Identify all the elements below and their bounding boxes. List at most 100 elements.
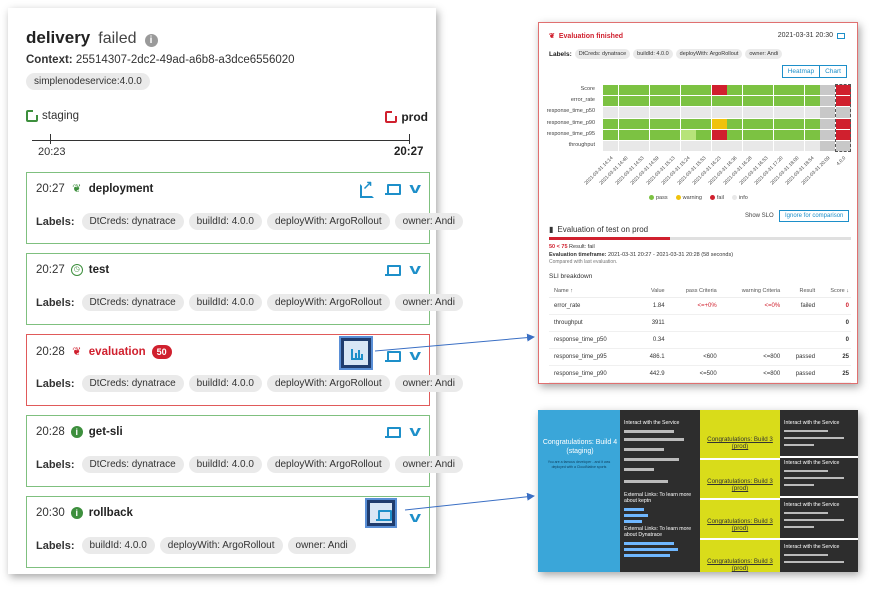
- heatmap-cell[interactable]: [804, 129, 820, 140]
- heatmap-cell[interactable]: [727, 85, 742, 96]
- column-header[interactable]: Name ↑: [549, 285, 639, 298]
- heatmap-cell[interactable]: [603, 118, 618, 129]
- column-header[interactable]: warning Criteria: [718, 285, 783, 298]
- heatmap-cell[interactable]: [649, 141, 665, 152]
- heatmap-cell[interactable]: [696, 96, 711, 107]
- heatmap-cell[interactable]: [634, 96, 649, 107]
- laptop-icon[interactable]: [384, 425, 401, 439]
- heatmap-cell[interactable]: [634, 107, 649, 118]
- heatmap-cell[interactable]: [665, 85, 680, 96]
- heatmap-cell[interactable]: [773, 141, 789, 152]
- heatmap-cell[interactable]: [711, 141, 727, 152]
- heatmap-cell[interactable]: [773, 85, 789, 96]
- heatmap-cell[interactable]: [804, 141, 820, 152]
- laptop-icon[interactable]: [384, 182, 401, 196]
- link-line[interactable]: [624, 514, 648, 517]
- heatmap-cell[interactable]: [649, 129, 665, 140]
- heatmap-cell[interactable]: [711, 118, 727, 129]
- heatmap-cell[interactable]: [603, 85, 618, 96]
- heatmap-cell[interactable]: [727, 141, 742, 152]
- trash-icon[interactable]: ▮: [549, 225, 554, 234]
- heatmap-cell[interactable]: [680, 129, 696, 140]
- laptop-icon[interactable]: [837, 32, 845, 39]
- laptop-icon[interactable]: [384, 349, 401, 363]
- heatmap-cell[interactable]: [820, 107, 835, 118]
- heatmap-cell[interactable]: [820, 129, 835, 140]
- heatmap-cell[interactable]: [603, 129, 618, 140]
- heatmap-cell[interactable]: [634, 118, 649, 129]
- heatmap-cell[interactable]: [618, 85, 634, 96]
- heatmap-toggle[interactable]: Heatmap: [781, 65, 821, 78]
- heatmap-cell[interactable]: [758, 85, 773, 96]
- heatmap-cell[interactable]: [804, 107, 820, 118]
- heatmap-cell[interactable]: [804, 118, 820, 129]
- heatmap-cell[interactable]: [820, 96, 835, 107]
- link-line[interactable]: [624, 542, 674, 545]
- heatmap-cell[interactable]: [618, 96, 634, 107]
- chevron-down-icon[interactable]: v: [408, 261, 421, 278]
- heatmap-cell[interactable]: [649, 85, 665, 96]
- heatmap-cell[interactable]: [835, 107, 851, 118]
- heatmap-cell[interactable]: [789, 85, 804, 96]
- chevron-down-icon[interactable]: v: [408, 508, 421, 526]
- heatmap-cell[interactable]: [835, 141, 851, 152]
- heatmap-cell[interactable]: [634, 129, 649, 140]
- chevron-down-icon[interactable]: v: [408, 180, 421, 197]
- link-line[interactable]: [624, 520, 642, 523]
- heatmap-cell[interactable]: [835, 85, 851, 96]
- heatmap-cell[interactable]: [618, 107, 634, 118]
- heatmap-cell[interactable]: [742, 141, 758, 152]
- heatmap-cell[interactable]: [758, 129, 773, 140]
- heatmap-cell[interactable]: [680, 96, 696, 107]
- chart-toggle[interactable]: Chart: [820, 65, 847, 78]
- heatmap-cell[interactable]: [773, 118, 789, 129]
- show-slo-button[interactable]: Show SLO: [745, 213, 774, 219]
- heatmap-cell[interactable]: [665, 129, 680, 140]
- heatmap-cell[interactable]: [696, 118, 711, 129]
- heatmap-cell[interactable]: [603, 107, 618, 118]
- heatmap-cell[interactable]: [665, 107, 680, 118]
- heatmap-cell[interactable]: [649, 107, 665, 118]
- heatmap-cell[interactable]: [680, 107, 696, 118]
- column-header[interactable]: Score ↓: [817, 285, 851, 298]
- heatmap-cell[interactable]: [696, 129, 711, 140]
- heatmap-cell[interactable]: [804, 96, 820, 107]
- chart-button[interactable]: [338, 336, 373, 370]
- heatmap-cell[interactable]: [696, 107, 711, 118]
- heatmap-cell[interactable]: [820, 118, 835, 129]
- heatmap-cell[interactable]: [634, 141, 649, 152]
- heatmap-cell[interactable]: [711, 107, 727, 118]
- heatmap-cell[interactable]: [634, 85, 649, 96]
- heatmap-cell[interactable]: [727, 107, 742, 118]
- stage-staging[interactable]: staging: [26, 110, 79, 122]
- heatmap-cell[interactable]: [665, 118, 680, 129]
- link-line[interactable]: [624, 548, 678, 551]
- column-header[interactable]: pass Criteria: [666, 285, 719, 298]
- heatmap-cell[interactable]: [835, 96, 851, 107]
- heatmap-cell[interactable]: [742, 96, 758, 107]
- external-link-icon[interactable]: [359, 178, 374, 198]
- heatmap-cell[interactable]: [835, 129, 851, 140]
- heatmap-cell[interactable]: [789, 129, 804, 140]
- heatmap-cell[interactable]: [789, 96, 804, 107]
- heatmap-cell[interactable]: [618, 141, 634, 152]
- heatmap-cell[interactable]: [680, 85, 696, 96]
- heatmap-cell[interactable]: [789, 118, 804, 129]
- heatmap-cell[interactable]: [603, 96, 618, 107]
- heatmap-cell[interactable]: [758, 118, 773, 129]
- heatmap-cell[interactable]: [680, 118, 696, 129]
- heatmap-cell[interactable]: [649, 96, 665, 107]
- heatmap-cell[interactable]: [789, 107, 804, 118]
- stage-prod[interactable]: prod: [385, 110, 428, 124]
- heatmap-cell[interactable]: [742, 107, 758, 118]
- heatmap-cell[interactable]: [758, 141, 773, 152]
- heatmap-cell[interactable]: [742, 129, 758, 140]
- heatmap-cell[interactable]: [773, 96, 789, 107]
- heatmap-cell[interactable]: [727, 96, 742, 107]
- chevron-down-icon[interactable]: v: [408, 423, 421, 440]
- heatmap-cell[interactable]: [742, 85, 758, 96]
- column-header[interactable]: Value: [638, 285, 667, 298]
- heatmap-cell[interactable]: [696, 85, 711, 96]
- heatmap-cell[interactable]: [835, 118, 851, 129]
- heatmap-cell[interactable]: [758, 107, 773, 118]
